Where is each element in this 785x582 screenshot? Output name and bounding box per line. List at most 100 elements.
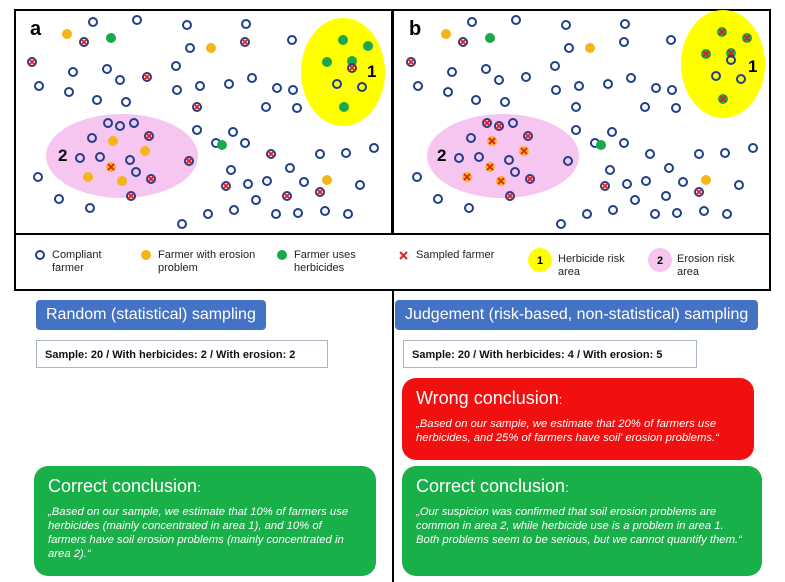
compliant-farmer-dot xyxy=(622,179,632,189)
compliant-farmer-dot xyxy=(79,37,89,47)
compliant-farmer-dot xyxy=(224,79,234,89)
sampled-mark xyxy=(222,182,230,190)
panel-b-label: b xyxy=(409,18,421,40)
compliant-farmer-dot xyxy=(641,176,651,186)
compliant-farmer-dot xyxy=(229,205,239,215)
erosion-farmer-dot xyxy=(585,43,595,53)
legend-herbicide-area-label: Herbicide risk area xyxy=(558,253,625,278)
compliant-farmer-dot xyxy=(748,143,758,153)
compliant-farmer-dot xyxy=(447,67,457,77)
compliant-farmer-dot xyxy=(726,55,736,65)
compliant-farmer-dot xyxy=(129,118,139,128)
left-correct-conclusion: Correct conclusion: „Based on our sample… xyxy=(34,466,376,576)
sampled-mark xyxy=(143,73,151,81)
compliant-farmer-dot xyxy=(262,176,272,186)
random-sampling-button[interactable]: Random (statistical) sampling xyxy=(36,300,266,330)
erosion-farmer-dot xyxy=(108,136,118,146)
compliant-farmer-dot xyxy=(551,85,561,95)
compliant-farmer-dot xyxy=(433,194,443,204)
erosion-farmer-dot xyxy=(62,29,72,39)
compliant-farmer-dot xyxy=(412,172,422,182)
compliant-farmer-dot xyxy=(228,127,238,137)
sampled-mark xyxy=(185,157,193,165)
compliant-farmer-dot xyxy=(671,103,681,113)
herbicide-farmer-dot xyxy=(363,41,373,51)
compliant-farmer-dot xyxy=(550,61,560,71)
compliant-farmer-dot xyxy=(240,37,250,47)
compliant-farmer-dot xyxy=(630,195,640,205)
compliant-farmer-dot xyxy=(315,149,325,159)
compliant-farmer-dot xyxy=(508,118,518,128)
panel-b-area-2-label: 2 xyxy=(437,146,446,165)
compliant-farmer-dot xyxy=(711,71,721,81)
sampled-mark xyxy=(743,34,751,42)
legend-compliant-label: Compliant farmer xyxy=(52,249,102,274)
compliant-farmer-dot xyxy=(241,19,251,29)
compliant-farmer-dot xyxy=(144,131,154,141)
compliant-farmer-dot xyxy=(125,155,135,165)
compliant-farmer-dot xyxy=(619,138,629,148)
panel-a-area-2-label: 2 xyxy=(58,146,67,165)
compliant-farmer-dot xyxy=(357,82,367,92)
right-wrong-conclusion-text: „Based on our sample, we estimate that 2… xyxy=(416,418,719,444)
legend-erosion-area-label: Erosion risk area xyxy=(677,253,735,278)
compliant-farmer-dot xyxy=(458,37,468,47)
compliant-farmer-dot xyxy=(650,209,660,219)
compliant-farmer-dot xyxy=(474,152,484,162)
compliant-farmer-dot xyxy=(720,148,730,158)
compliant-farmer-dot xyxy=(64,87,74,97)
compliant-farmer-dot xyxy=(722,209,732,219)
herbicide-farmer-dot xyxy=(217,140,227,150)
legend-erosion-label: Farmer with erosion problem xyxy=(158,249,256,274)
compliant-farmer-dot xyxy=(494,75,504,85)
compliant-farmer-dot xyxy=(282,191,292,201)
sampled-mark xyxy=(695,188,703,196)
compliant-farmer-dot xyxy=(466,133,476,143)
compliant-farmer-dot xyxy=(619,37,629,47)
compliant-farmer-dot xyxy=(699,206,709,216)
right-wrong-conclusion-title: Wrong conclusion: xyxy=(416,388,740,409)
right-wrong-title-colon: : xyxy=(558,392,563,407)
compliant-farmer-dot xyxy=(355,180,365,190)
compliant-farmer-dot xyxy=(299,177,309,187)
vertical-divider xyxy=(392,290,394,582)
sampled-mark xyxy=(718,28,726,36)
sampled-mark xyxy=(107,163,115,171)
compliant-farmer-dot xyxy=(320,206,330,216)
sampled-mark xyxy=(267,150,275,158)
erosion-farmer-dot xyxy=(117,176,127,186)
compliant-farmer-dot xyxy=(343,209,353,219)
compliant-farmer-dot xyxy=(608,205,618,215)
compliant-farmer-dot xyxy=(184,156,194,166)
sampled-mark xyxy=(719,95,727,103)
sampled-mark xyxy=(601,182,609,190)
herbicide-farmer-dot xyxy=(339,102,349,112)
erosion-farmer-dot xyxy=(206,43,216,53)
compliant-farmer-dot xyxy=(266,149,276,159)
right-correct-conclusion-title: Correct conclusion: xyxy=(416,476,748,497)
panel-a-label: a xyxy=(30,18,42,40)
compliant-farmer-dot xyxy=(651,83,661,93)
sampled-mark xyxy=(727,49,735,57)
compliant-farmer-dot xyxy=(195,81,205,91)
right-correct-conclusion: Correct conclusion: „Our suspicion was c… xyxy=(402,466,762,576)
compliant-farmer-dot xyxy=(504,155,514,165)
legend-erosion-icon xyxy=(141,250,151,260)
compliant-farmer-dot xyxy=(369,143,379,153)
compliant-farmer-dot xyxy=(203,209,213,219)
compliant-farmer-dot xyxy=(271,209,281,219)
compliant-farmer-dot xyxy=(272,83,282,93)
judgement-sampling-button[interactable]: Judgement (risk-based, non-statistical) … xyxy=(395,300,759,330)
right-wrong-conclusion: Wrong conclusion: „Based on our sample, … xyxy=(402,378,754,460)
herbicide-farmer-dot xyxy=(596,140,606,150)
compliant-farmer-dot xyxy=(132,15,142,25)
compliant-farmer-dot xyxy=(85,203,95,213)
compliant-farmer-dot xyxy=(177,219,187,229)
compliant-farmer-dot xyxy=(293,208,303,218)
compliant-farmer-dot xyxy=(406,57,416,67)
compliant-farmer-dot xyxy=(525,174,535,184)
compliant-farmer-dot xyxy=(34,81,44,91)
compliant-farmer-dot xyxy=(626,73,636,83)
sampled-mark xyxy=(486,163,494,171)
panel-a-area-1-label: 1 xyxy=(367,62,376,81)
